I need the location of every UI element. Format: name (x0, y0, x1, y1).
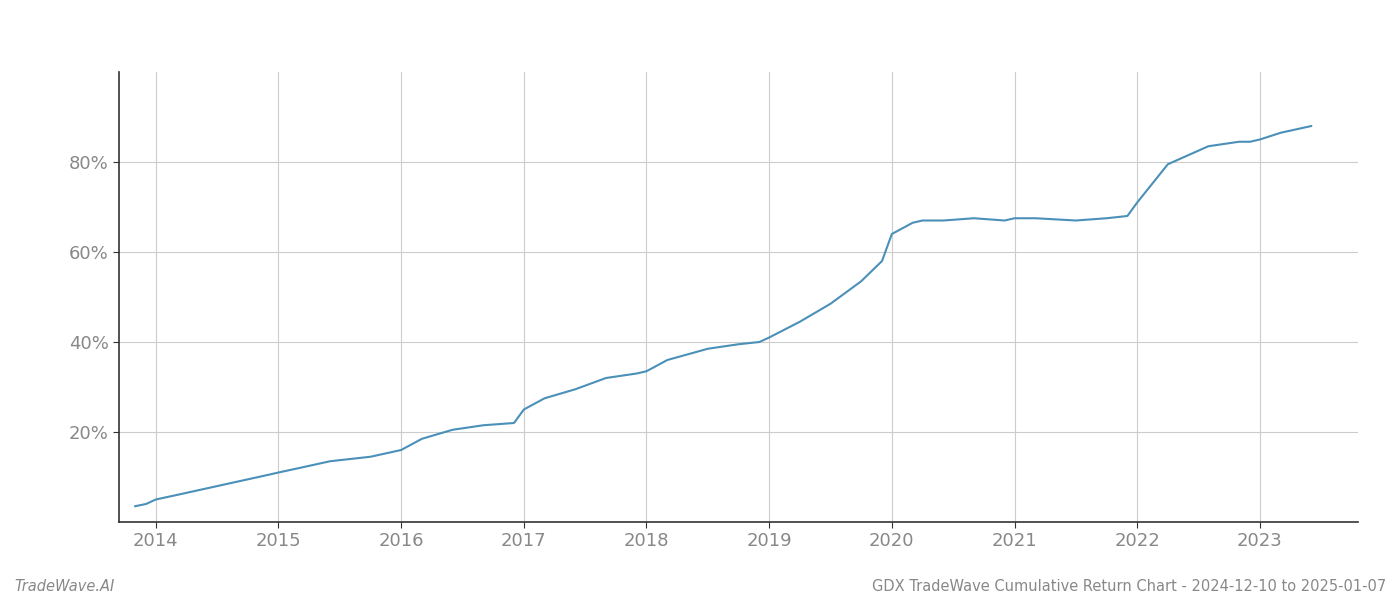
Text: TradeWave.AI: TradeWave.AI (14, 579, 115, 594)
Text: GDX TradeWave Cumulative Return Chart - 2024-12-10 to 2025-01-07: GDX TradeWave Cumulative Return Chart - … (872, 579, 1386, 594)
